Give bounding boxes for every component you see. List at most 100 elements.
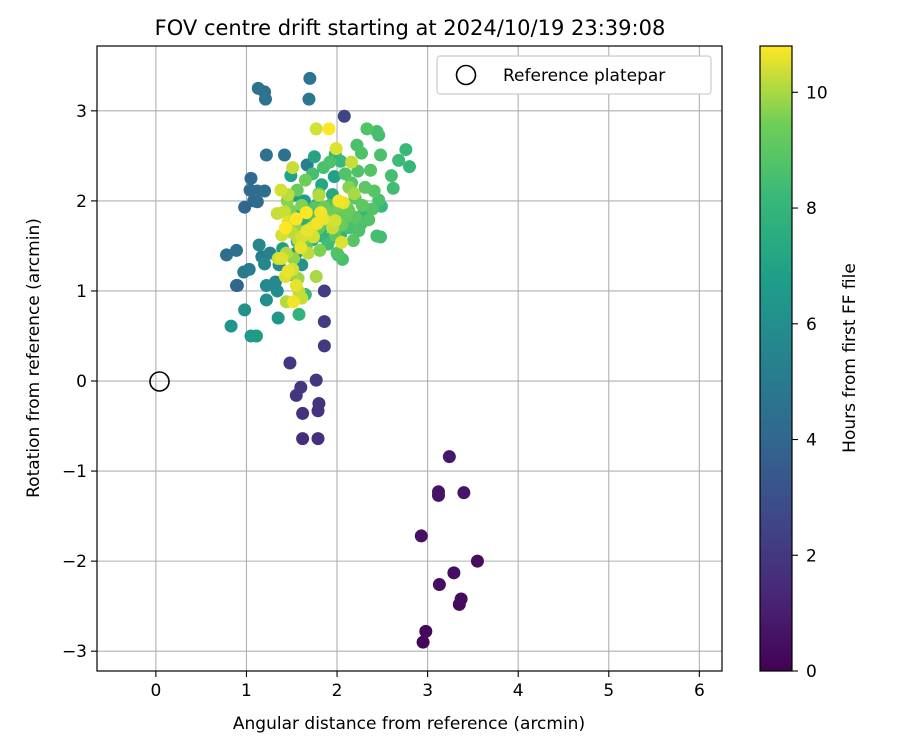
scatter-point — [338, 167, 352, 181]
scatter-point — [312, 397, 326, 411]
scatter-point — [370, 229, 384, 243]
scatter-point — [332, 194, 346, 208]
scatter-point — [386, 181, 400, 195]
x-tick-label: 3 — [422, 681, 433, 701]
y-axis-ticks: −3 −2 −1 0 1 2 3 — [62, 102, 97, 662]
grid-lines — [97, 46, 722, 671]
scatter-point — [278, 148, 291, 162]
data-points — [220, 71, 484, 649]
scatter-point — [362, 213, 376, 227]
scatter-point — [309, 270, 323, 284]
x-tick-label: 4 — [513, 681, 524, 701]
scatter-point — [431, 485, 445, 499]
scatter-point — [370, 125, 384, 139]
scatter-point — [258, 92, 272, 106]
scatter-point — [289, 279, 303, 293]
scatter-point — [310, 216, 324, 230]
colorbar-ticks: 0 2 4 6 8 10 — [792, 83, 828, 682]
scatter-point — [298, 173, 312, 187]
scatter-point — [259, 148, 273, 162]
x-tick-label: 6 — [694, 681, 705, 701]
scatter-point — [274, 183, 288, 197]
scatter-point — [249, 329, 263, 343]
scatter-point — [286, 161, 300, 175]
scatter-point — [392, 153, 406, 167]
scatter-point — [275, 252, 289, 266]
scatter-point — [296, 406, 310, 420]
scatter-point — [220, 248, 234, 262]
scatter-point — [364, 163, 378, 177]
y-tick-label: 1 — [76, 282, 87, 302]
legend-entry-reference-platepar: Reference platepar — [503, 66, 665, 86]
scatter-point — [414, 529, 428, 543]
reference-platepar-marker — [149, 371, 170, 392]
scatter-point — [355, 198, 369, 212]
legend-box — [436, 55, 712, 95]
scatter-point — [250, 195, 264, 209]
scatter-point — [309, 122, 323, 136]
scatter-point — [281, 264, 295, 278]
scatter-point — [432, 578, 446, 592]
scatter-point — [317, 284, 331, 298]
scatter-point — [335, 235, 349, 249]
scatter-point — [224, 319, 238, 333]
scatter-point — [358, 180, 372, 194]
scatter-point — [457, 486, 471, 500]
scatter-point — [351, 164, 365, 178]
scatter-point — [294, 380, 308, 394]
scatter-point — [334, 154, 348, 168]
x-tick-label: 0 — [150, 681, 161, 701]
scatter-point — [270, 207, 284, 221]
scatter-point — [311, 432, 325, 446]
scatter-point — [258, 257, 272, 271]
scatter-point — [419, 624, 433, 638]
scatter-point — [278, 221, 292, 235]
y-tick-label: −2 — [62, 552, 87, 572]
scatter-point — [244, 171, 258, 185]
y-tick-label: 0 — [76, 372, 87, 392]
colorbar-label: Hours from first FF file — [840, 263, 860, 453]
scatter-point — [313, 243, 327, 257]
scatter-point — [294, 241, 308, 255]
scatter-point — [317, 315, 331, 329]
scatter-point — [365, 202, 379, 216]
scatter-point — [259, 293, 273, 307]
scatter-point — [238, 200, 252, 214]
scatter-point — [346, 234, 360, 248]
scatter-point — [470, 554, 484, 568]
scatter-point — [322, 122, 336, 136]
plot-frame — [96, 45, 723, 672]
scatter-point — [329, 142, 343, 156]
scatter-point — [238, 303, 252, 317]
scatter-point — [289, 212, 303, 226]
colorbar-tick-label: 10 — [806, 83, 828, 103]
scatter-point — [447, 566, 461, 580]
colorbar-tick-label: 0 — [806, 662, 817, 682]
scatter-point — [302, 92, 316, 106]
scatter-point — [271, 311, 285, 325]
chart-title: FOV centre drift starting at 2024/10/19 … — [155, 16, 666, 40]
x-axis-label: Angular distance from reference (arcmin) — [233, 714, 585, 734]
scatter-point — [292, 307, 306, 321]
colorbar-tick-label: 4 — [806, 431, 817, 451]
scatter-point — [323, 155, 337, 169]
scatter-point — [327, 170, 341, 184]
scatter-point — [314, 206, 328, 220]
x-tick-label: 2 — [332, 681, 343, 701]
colorbar-tick-label: 8 — [806, 199, 817, 219]
scatter-point — [337, 109, 351, 123]
y-tick-label: −3 — [62, 642, 87, 662]
scatter-point — [403, 160, 416, 174]
scatter-point — [251, 81, 265, 95]
scatter-point — [360, 122, 374, 136]
scatter-point — [242, 262, 256, 276]
scatter-point — [312, 188, 326, 202]
scatter-point — [296, 432, 310, 446]
colorbar-tick-label: 6 — [806, 315, 817, 335]
scatter-point — [384, 169, 398, 183]
scatter-point — [283, 356, 297, 370]
scatter-point — [230, 279, 244, 293]
x-tick-label: 1 — [241, 681, 252, 701]
scatter-point — [317, 339, 331, 353]
